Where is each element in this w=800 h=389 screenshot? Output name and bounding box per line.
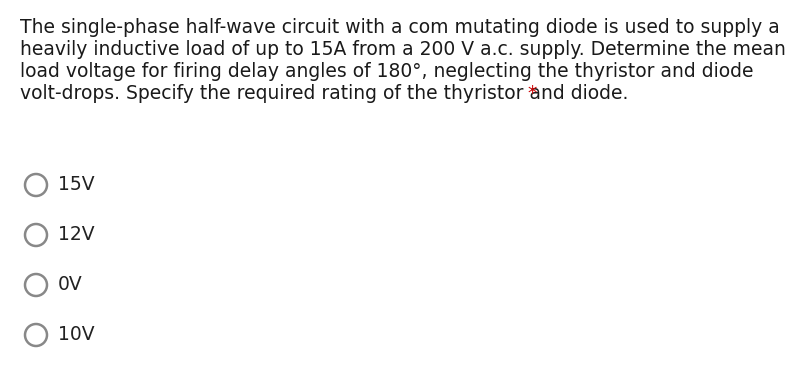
- Text: 10V: 10V: [58, 325, 94, 344]
- Text: 0V: 0V: [58, 275, 82, 294]
- Text: volt-drops. Specify the required rating of the thyristor and diode. *: volt-drops. Specify the required rating …: [20, 84, 644, 103]
- Text: load voltage for firing delay angles of 180°, neglecting the thyristor and diode: load voltage for firing delay angles of …: [20, 62, 754, 81]
- Text: volt-drops. Specify the required rating of the thyristor and diode.: volt-drops. Specify the required rating …: [20, 84, 628, 103]
- Text: 12V: 12V: [58, 225, 94, 244]
- Text: 15V: 15V: [58, 175, 94, 194]
- Text: *: *: [522, 84, 538, 103]
- Text: The single-phase half-wave circuit with a com mutating diode is used to supply a: The single-phase half-wave circuit with …: [20, 18, 780, 37]
- Text: heavily inductive load of up to 15A from a 200 V a.c. supply. Determine the mean: heavily inductive load of up to 15A from…: [20, 40, 786, 59]
